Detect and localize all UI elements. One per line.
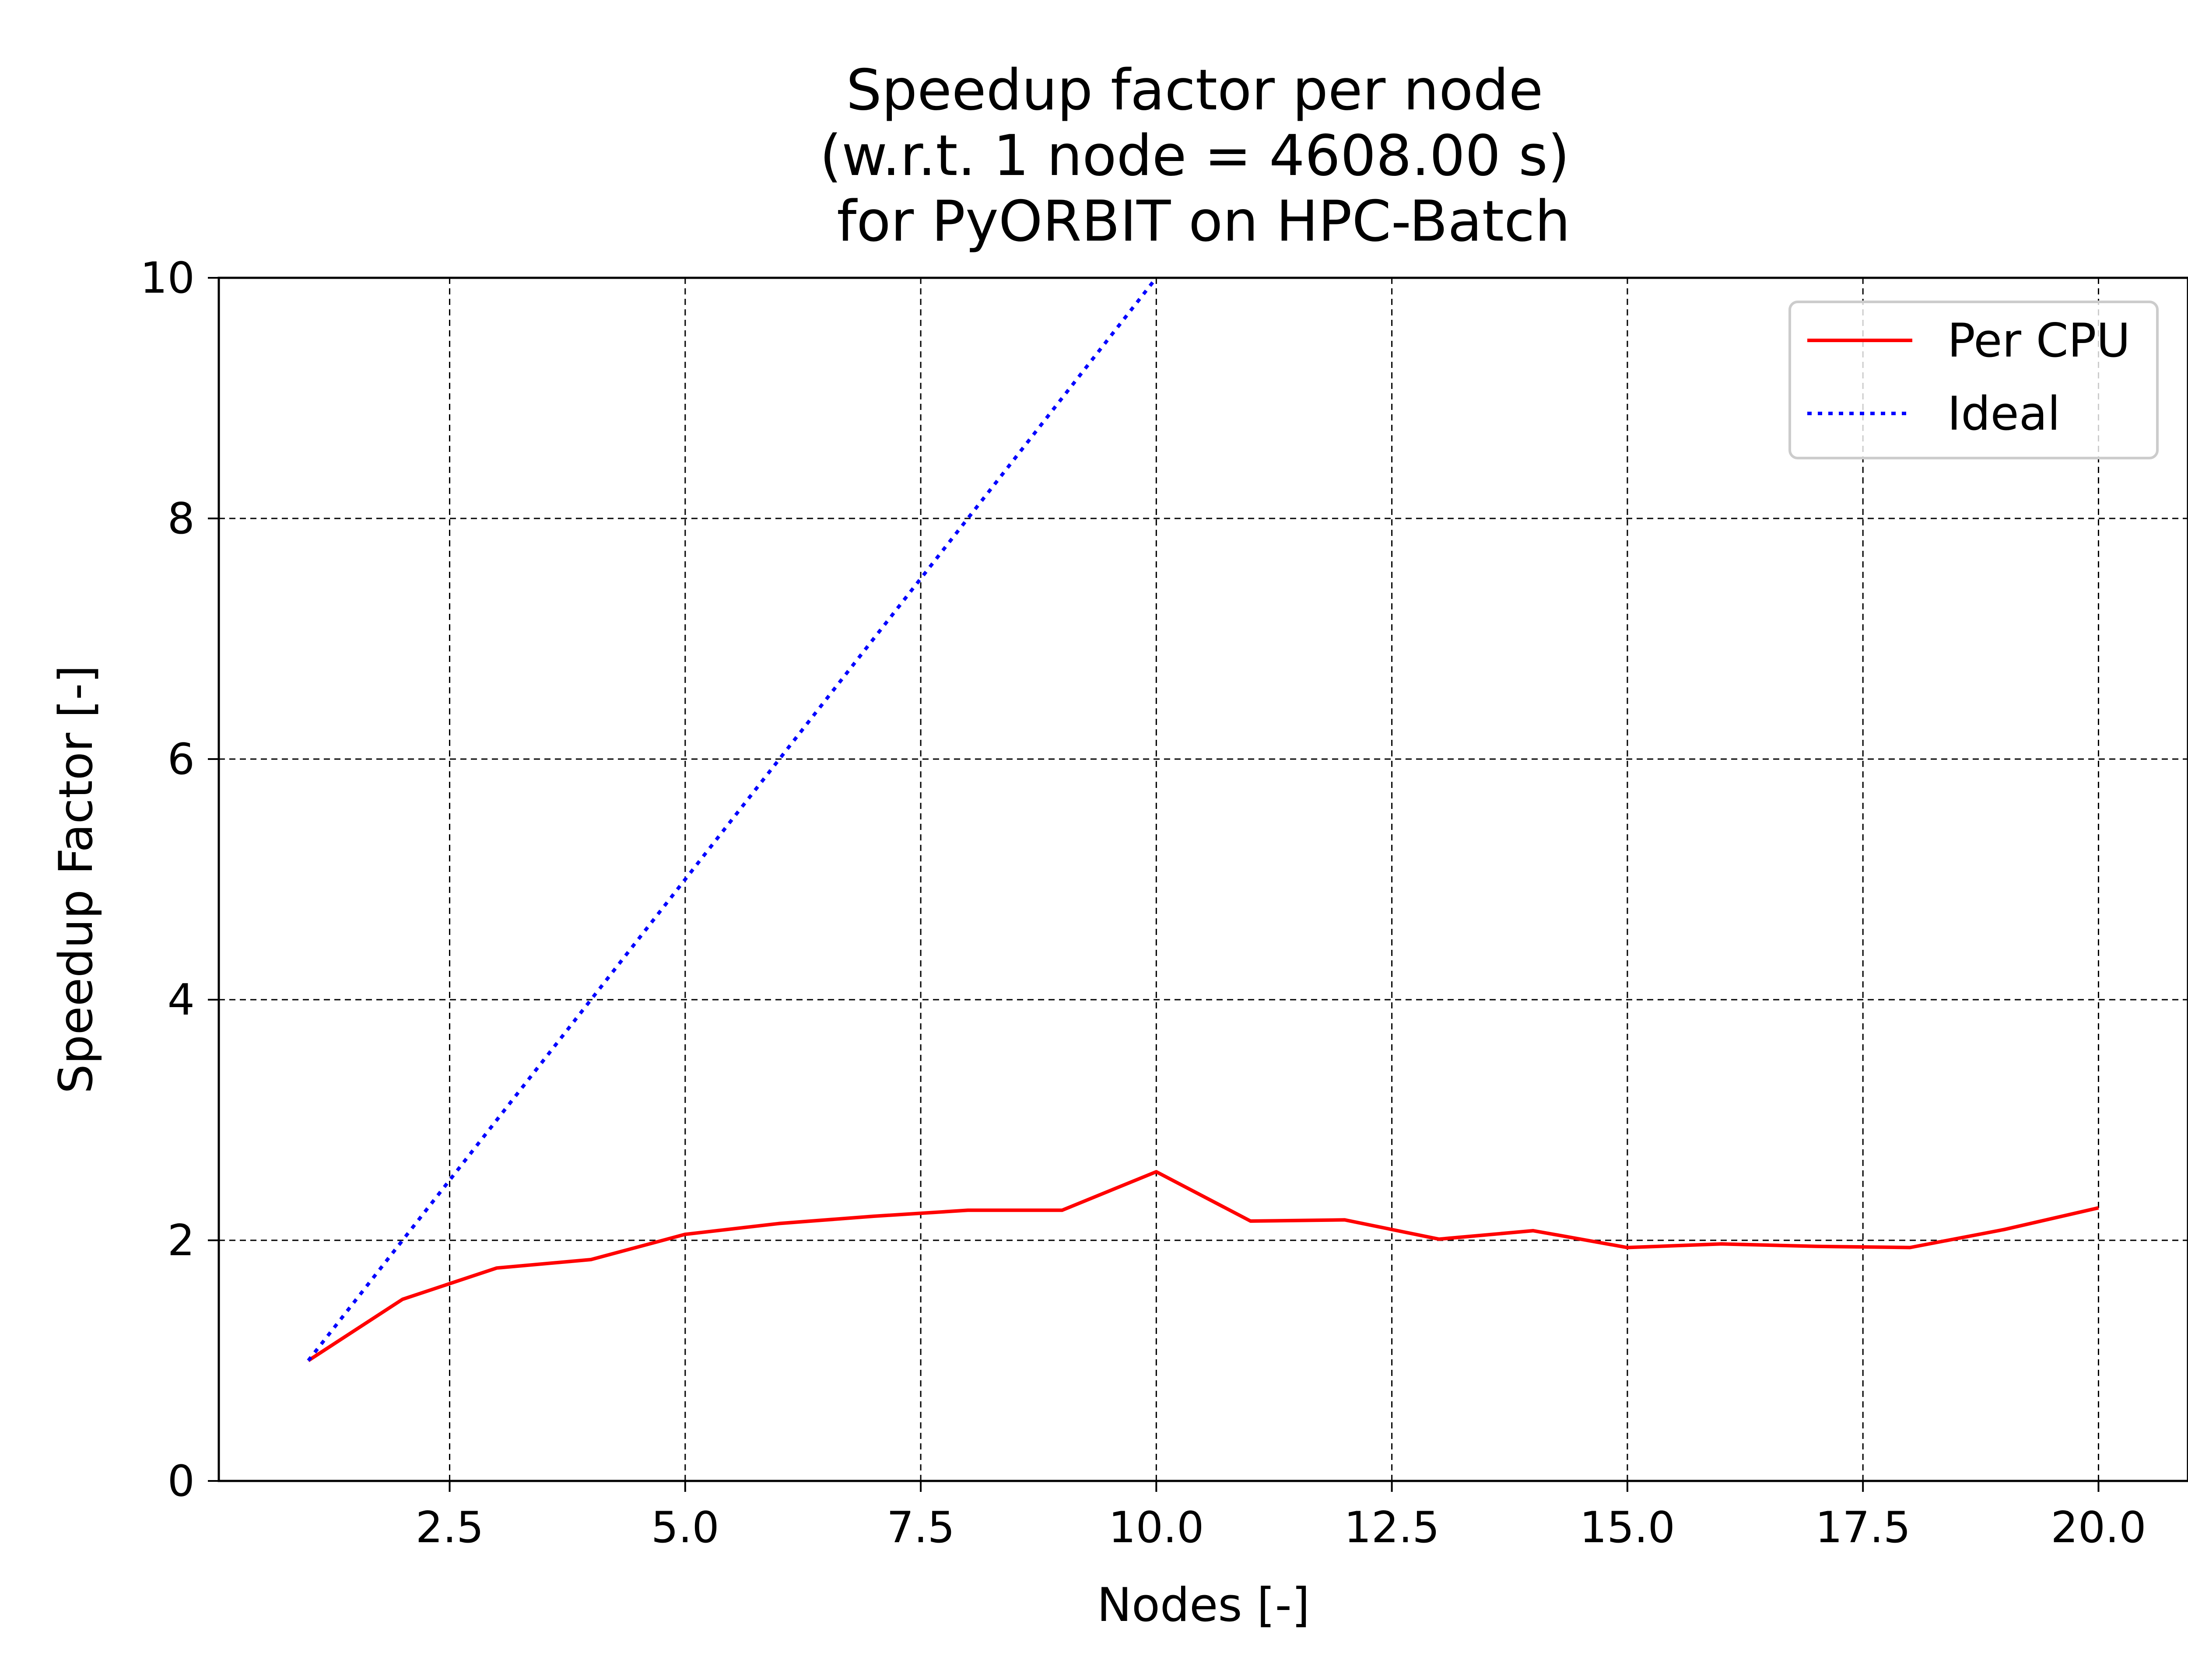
x-tick-label: 15.0 [1580, 1503, 1675, 1553]
y-tick-label: 2 [168, 1216, 195, 1266]
chart-title-line-1: Speedup factor per node [846, 58, 1543, 123]
y-axis-label: Speedup Factor [-] [49, 665, 103, 1094]
axis-ticks: 2.5 5.0 7.5 10.0 12.5 15.0 17.5 20.0 0 2 4 6 8 10 [140, 253, 2146, 1553]
legend-label-per-cpu: Per CPU [1947, 314, 2130, 368]
x-tick-label: 17.5 [1815, 1503, 1911, 1553]
y-tick-label: 0 [168, 1456, 195, 1506]
chart-title-line-3: for PyORBIT on HPC-Batch [819, 189, 1571, 254]
x-tick-label: 7.5 [887, 1503, 955, 1553]
legend-label-ideal: Ideal [1947, 387, 2060, 441]
legend: Per CPU Ideal [1788, 301, 2159, 459]
plot-series [307, 276, 2099, 1362]
x-tick-label: 2.5 [416, 1503, 484, 1553]
x-tick-label: 20.0 [2051, 1503, 2146, 1553]
x-axis-label: Nodes [-] [1097, 1578, 1310, 1632]
y-tick-label: 10 [140, 253, 195, 303]
plot-frame [217, 276, 2188, 1482]
x-tick-label: 10.0 [1108, 1503, 1204, 1553]
y-tick-label: 4 [168, 975, 195, 1025]
series-line-per-cpu [307, 1170, 2099, 1362]
y-tick-label: 8 [168, 494, 195, 544]
series-line-ideal [307, 276, 1158, 1362]
chart-title-line-2: (w.r.t. 1 node = 4608.00 s) [820, 123, 1570, 189]
x-tick-label: 5.0 [651, 1503, 719, 1553]
y-tick-label: 6 [168, 735, 195, 784]
x-tick-label: 12.5 [1344, 1503, 1440, 1553]
